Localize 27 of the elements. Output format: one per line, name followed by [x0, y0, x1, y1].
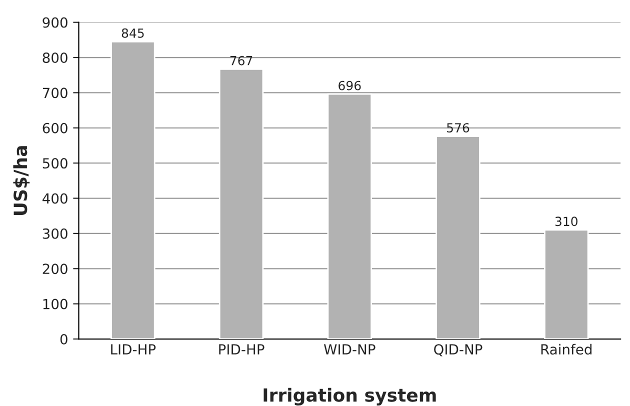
y-tick-label: 200 [42, 264, 68, 274]
x-tick-label: Rainfed [541, 344, 592, 355]
bar [110, 40, 156, 340]
x-tick-label: WID-NP [324, 344, 376, 354]
data-label: 767 [230, 56, 252, 66]
y-tick-label: 700 [42, 88, 68, 98]
y-tick-label: 400 [42, 193, 68, 204]
y-tick-label: 0 [60, 334, 68, 344]
y-tick-label: 900 [42, 17, 68, 28]
y-tick-label: 100 [43, 298, 68, 310]
y-tick-label: 600 [42, 122, 68, 134]
y-axis-title: US$/ha [13, 146, 30, 215]
x-axis-title: Irrigation system [264, 388, 436, 406]
bar [327, 93, 372, 340]
data-label: 310 [555, 216, 578, 226]
bar [218, 68, 264, 340]
data-label: 845 [122, 28, 144, 38]
bar [436, 136, 480, 340]
y-tick-label: 500 [42, 158, 68, 169]
data-label: 696 [338, 80, 361, 90]
x-tick-label: QID-NP [434, 344, 482, 356]
x-tick-label: PID-HP [219, 344, 264, 354]
data-label: 576 [447, 123, 470, 133]
y-tick-label: 300 [42, 228, 68, 239]
y-tick-label: 800 [42, 52, 68, 63]
x-tick-label: LID-HP [111, 344, 156, 354]
bar [544, 229, 589, 340]
